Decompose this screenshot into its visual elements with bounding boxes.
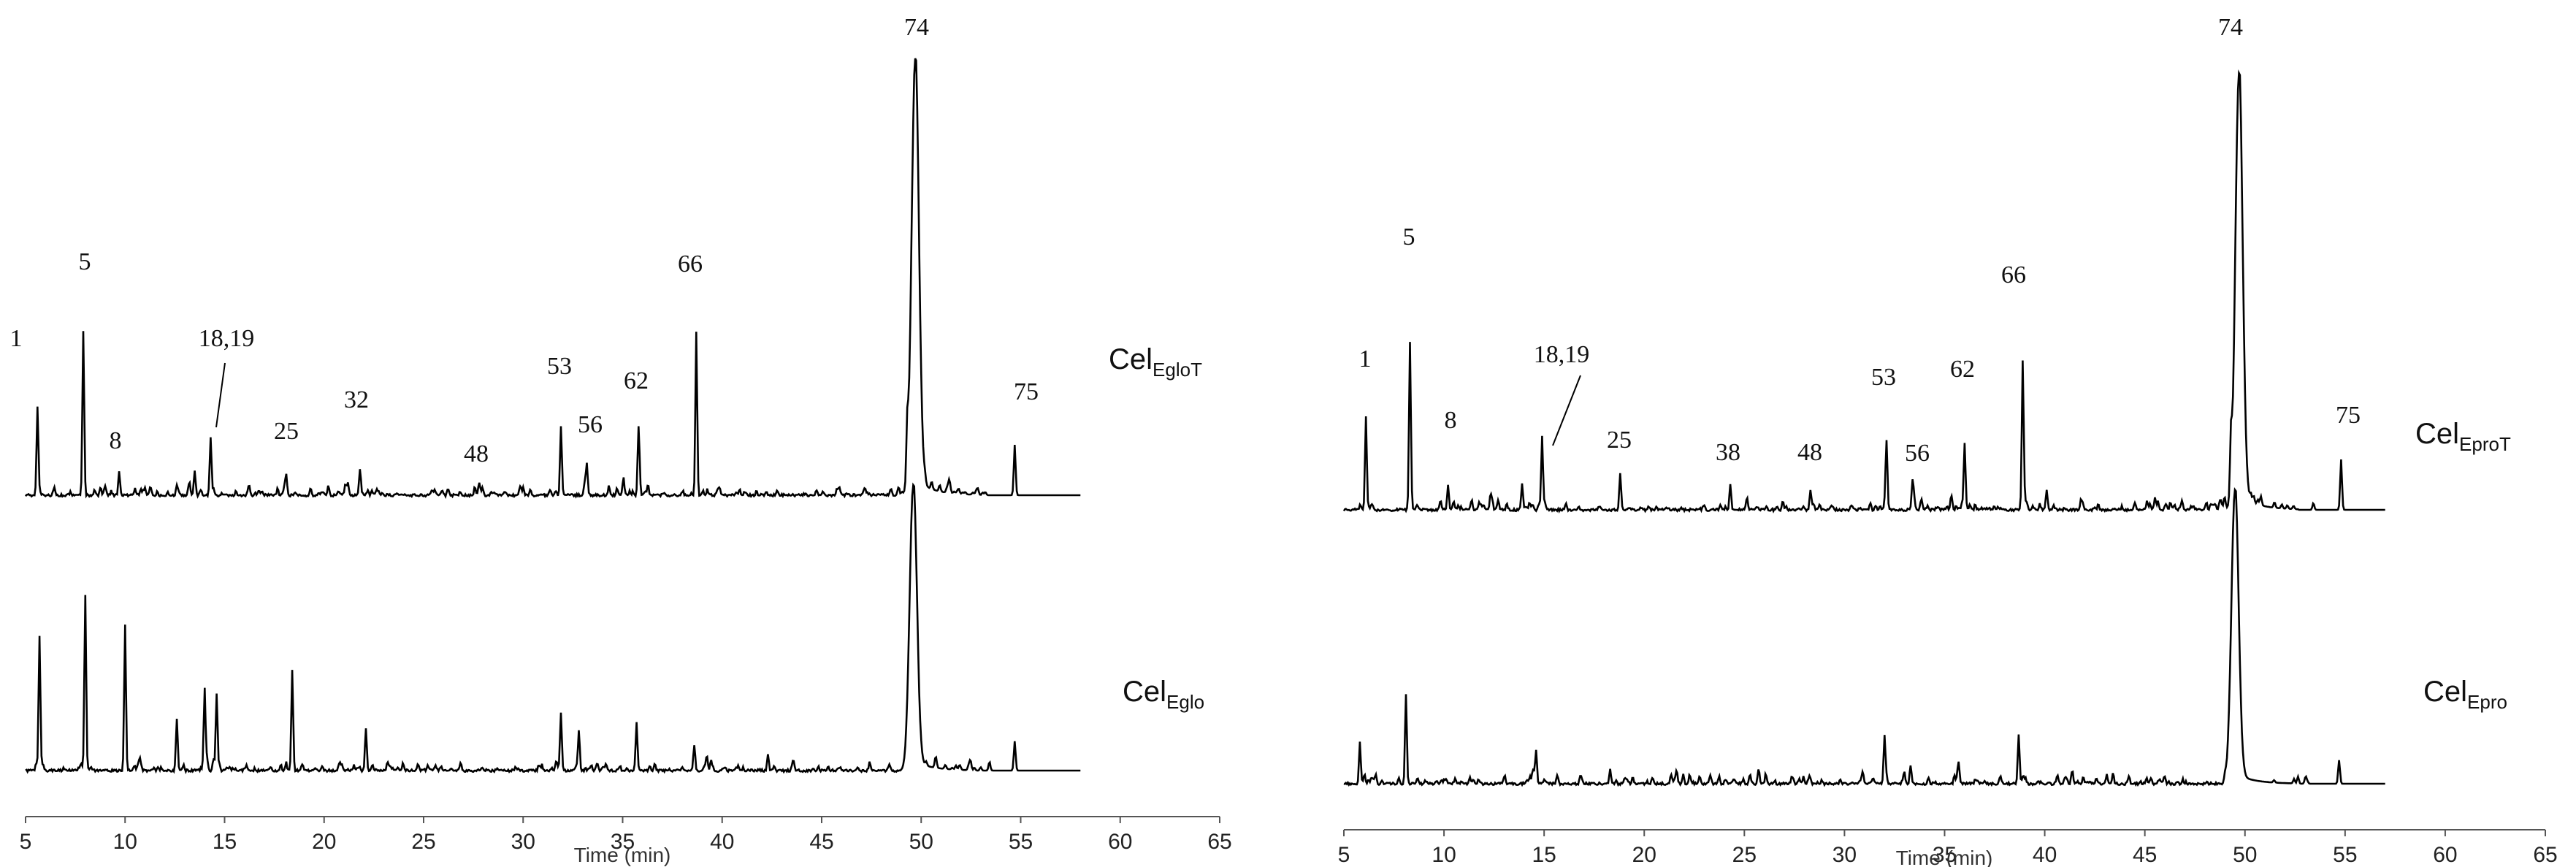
trace-label-celegloT: CelEgloT: [1109, 343, 1202, 381]
x-tick-label: 25: [411, 830, 435, 854]
peak-label-5: 5: [1403, 224, 1415, 251]
x-tick-label: 65: [1207, 830, 1231, 854]
peak-label-8: 8: [110, 427, 122, 454]
peak-label-53: 53: [1871, 364, 1896, 391]
trace-label-celeglo: CelEglo: [1123, 676, 1204, 713]
right-panel: 5 10 15 20 25 30 35 40 45 50 55 60 65 Time (min) 1 5…: [1338, 14, 2558, 867]
right-trace-celepro: [1343, 486, 2385, 787]
right-trace-celeproT: [1342, 69, 2385, 513]
peak-leader-18-19: [215, 362, 226, 428]
peak-label-1: 1: [10, 325, 23, 352]
left-annotations: 1 5 8 18,19 25 32 48 53 56 62 66 74 75: [10, 14, 1039, 467]
x-tick-label: 10: [1432, 843, 1456, 867]
right-annotations: 1 5 8 18,19 25 38 48 53 56 62 66 74 75: [1359, 14, 2361, 467]
left-x-ticks: 5 10 15 20 25 30 35 40 45 50 55 60 65: [20, 817, 1232, 854]
peak-label-48: 48: [1797, 439, 1822, 466]
x-tick-label: 40: [710, 830, 734, 854]
right-x-axis-title: Time (min): [1896, 847, 1993, 867]
peak-label-75: 75: [1014, 378, 1039, 405]
x-tick-label: 45: [809, 830, 833, 854]
x-tick-label: 60: [1108, 830, 1132, 854]
x-tick-label: 65: [2533, 843, 2557, 867]
peak-label-5: 5: [79, 248, 91, 275]
x-tick-label: 55: [1009, 830, 1033, 854]
trace-label-celeproT: CelEproT: [2415, 418, 2511, 455]
x-tick-label: 5: [1338, 843, 1350, 867]
peak-label-75: 75: [2336, 402, 2361, 429]
left-x-axis-title: Time (min): [574, 844, 671, 866]
x-tick-label: 5: [20, 830, 32, 854]
peak-label-18-19: 18,19: [1534, 341, 1590, 368]
peak-label-32: 32: [344, 386, 369, 413]
x-tick-label: 20: [1632, 843, 1656, 867]
peak-label-53: 53: [547, 353, 572, 380]
peak-label-25: 25: [274, 418, 299, 445]
x-tick-label: 60: [2433, 843, 2457, 867]
x-tick-label: 25: [1732, 843, 1757, 867]
peak-label-38: 38: [1716, 439, 1740, 466]
right-x-ticks: 5 10 15 20 25 30 35 40 45 50 55 60 65: [1338, 830, 2558, 867]
peak-label-56: 56: [578, 411, 603, 438]
peak-label-66: 66: [678, 251, 703, 278]
x-tick-label: 20: [312, 830, 336, 854]
peak-label-74: 74: [904, 14, 929, 41]
x-tick-label: 15: [213, 830, 237, 854]
x-tick-label: 40: [2033, 843, 2057, 867]
left-panel: 5 10 15 20 25 30 35 40 45 50 55 60 65 Time (min) 1 5…: [10, 14, 1232, 866]
peak-label-62: 62: [1950, 356, 1975, 383]
peak-label-8: 8: [1445, 407, 1457, 434]
peak-label-48: 48: [464, 440, 489, 467]
x-tick-label: 45: [2133, 843, 2157, 867]
peak-label-62: 62: [624, 367, 649, 394]
x-tick-label: 30: [1832, 843, 1857, 867]
peak-label-18-19: 18,19: [199, 325, 255, 352]
left-trace-celegloT: [24, 58, 1081, 500]
x-tick-label: 10: [113, 830, 137, 854]
x-tick-label: 30: [511, 830, 535, 854]
x-tick-label: 15: [1532, 843, 1556, 867]
x-tick-label: 50: [909, 830, 933, 854]
peak-label-66: 66: [2001, 261, 2026, 289]
x-tick-label: 35: [611, 830, 635, 854]
peak-label-25: 25: [1607, 427, 1632, 454]
x-tick-label: 35: [1933, 843, 1957, 867]
x-tick-label: 55: [2333, 843, 2357, 867]
peak-label-1: 1: [1359, 345, 1372, 373]
x-tick-label: 50: [2233, 843, 2257, 867]
peak-leader-18-19: [1552, 375, 1581, 446]
peak-label-74: 74: [2218, 14, 2243, 41]
peak-label-56: 56: [1905, 440, 1930, 467]
left-trace-celeglo: [25, 482, 1081, 774]
trace-label-celepro: CelEpro: [2423, 676, 2507, 713]
